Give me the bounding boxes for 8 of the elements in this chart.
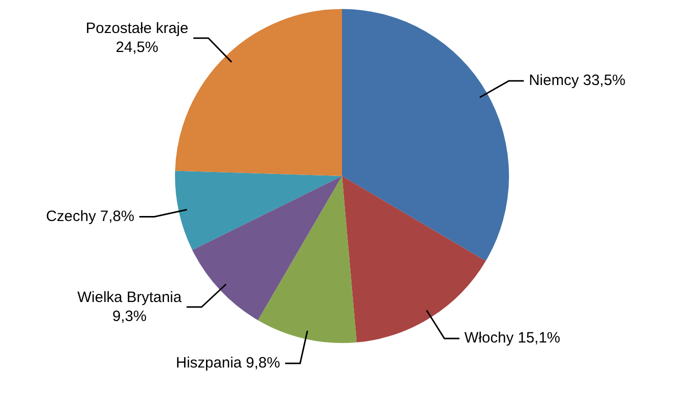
slice-label: Czechy 7,8% [46, 208, 134, 225]
data-label: 24,5% [116, 39, 158, 56]
data-label: 9,3% [112, 308, 147, 326]
slice-label: Wielka Brytania [77, 289, 182, 306]
slice-label: Pozostałe kraje [86, 20, 188, 38]
slice-label: Niemcy 33,5% [528, 72, 626, 89]
slice-label: Włochy 15,1% [464, 330, 560, 347]
slice-label: Hiszpania 9,8% [176, 354, 280, 372]
